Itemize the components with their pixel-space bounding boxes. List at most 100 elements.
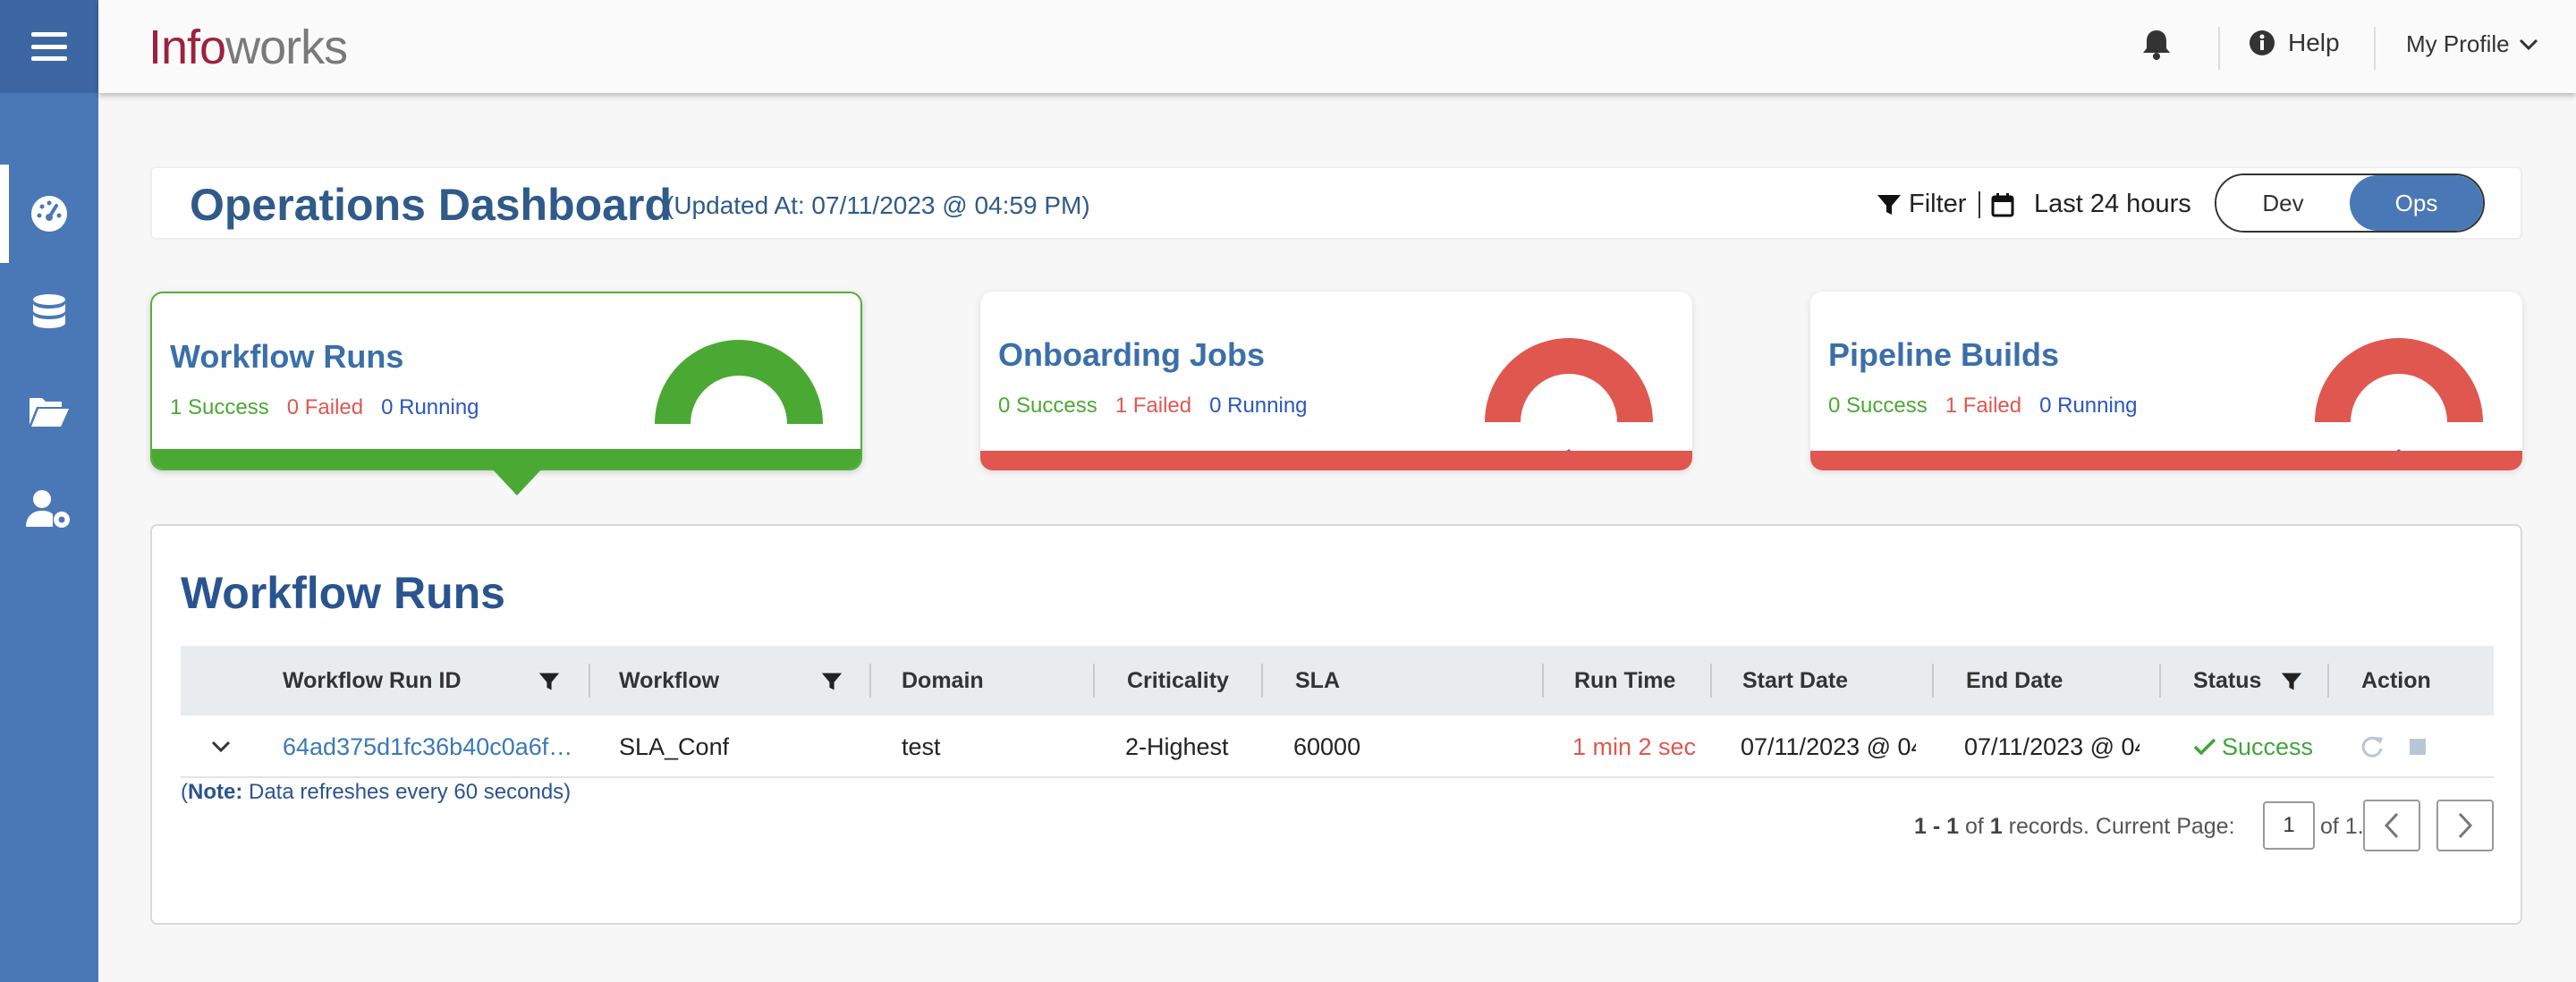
- running-count: 0 Running: [1209, 394, 1308, 418]
- column-header-run-time[interactable]: Run Time: [1574, 667, 1676, 693]
- column-header-domain[interactable]: Domain: [902, 667, 984, 693]
- column-header-run-id[interactable]: Workflow Run ID: [283, 667, 462, 693]
- refresh-icon: [2361, 736, 2383, 758]
- sla-cell: 60000: [1293, 732, 1361, 760]
- pipeline-builds-card[interactable]: Pipeline Builds 0 Success 1 Failed 0 Run…: [1810, 292, 2522, 470]
- column-divider: [1710, 664, 1712, 698]
- profile-label: My Profile: [2406, 30, 2510, 57]
- sidebar-item-database[interactable]: [0, 263, 98, 361]
- toggle-dev[interactable]: Dev: [2216, 175, 2350, 231]
- card-stats: 1 Success 0 Failed 0 Running: [170, 395, 479, 420]
- filter-button[interactable]: Filter: [1877, 190, 1966, 219]
- previous-page-button[interactable]: [2363, 800, 2420, 851]
- filter-icon: [1877, 194, 1901, 215]
- sidebar-item-user-settings[interactable]: [0, 460, 98, 558]
- start-date-cell: 07/11/2023 @ 04: [1741, 732, 1916, 760]
- column-header-workflow[interactable]: Workflow: [619, 667, 720, 693]
- status-gauge: 1: [2315, 338, 2483, 470]
- note-label: Note:: [188, 780, 243, 804]
- running-count: 0 Running: [2039, 394, 2138, 418]
- header-divider: [2374, 27, 2376, 70]
- rerun-button[interactable]: [2360, 715, 2385, 778]
- workflow-cell: SLA_Conf: [619, 732, 730, 760]
- column-divider: [2159, 664, 2161, 698]
- column-divider: [589, 664, 590, 698]
- hamburger-icon: [31, 32, 67, 61]
- column-filter-icon[interactable]: [821, 671, 843, 692]
- column-divider: [2327, 664, 2329, 698]
- header-divider: [2218, 27, 2220, 70]
- column-divider: [1261, 664, 1263, 698]
- environment-toggle: Dev Ops: [2215, 174, 2485, 233]
- failed-count: 1 Failed: [1114, 394, 1192, 418]
- note-open-paren: (: [181, 780, 188, 804]
- date-range-label: Last 24 hours: [2034, 190, 2191, 218]
- column-filter-icon[interactable]: [2281, 671, 2302, 692]
- help-link[interactable]: Help: [2249, 29, 2340, 57]
- logo-text-works: works: [225, 21, 348, 74]
- onboarding-jobs-card[interactable]: Onboarding Jobs 0 Success 1 Failed 0 Run…: [980, 292, 1692, 470]
- column-header-criticality[interactable]: Criticality: [1127, 667, 1229, 693]
- current-page-input[interactable]: [2263, 801, 2315, 850]
- failed-count: 1 Failed: [1945, 394, 2022, 418]
- card-title: Pipeline Builds: [1828, 336, 2060, 373]
- column-header-sla[interactable]: SLA: [1295, 667, 1340, 693]
- card-stats: 0 Success 1 Failed 0 Running: [998, 394, 1308, 419]
- total-pages: of 1.: [2320, 814, 2364, 839]
- infoworks-logo[interactable]: Infoworks: [148, 20, 348, 75]
- record-total: 1: [1989, 813, 2003, 839]
- gauge-arc: [655, 340, 823, 424]
- database-icon: [33, 294, 65, 328]
- logo-text-info: Info: [148, 21, 226, 74]
- status-bar: [980, 451, 1692, 470]
- sidebar-item-dashboard[interactable]: [0, 165, 98, 263]
- toggle-ops[interactable]: Ops: [2350, 175, 2483, 231]
- record-range: 1 - 1: [1914, 813, 1960, 839]
- refresh-note: (Note: Data refreshes every 60 seconds): [181, 780, 571, 805]
- run-id-link[interactable]: 64ad375d1fc36b40c0a6f…: [283, 732, 573, 760]
- column-filter-icon[interactable]: [538, 671, 560, 692]
- dashboard-title-bar: Operations Dashboard (Updated At: 07/11/…: [150, 166, 2522, 240]
- column-header-start-date[interactable]: Start Date: [1742, 667, 1849, 693]
- help-label: Help: [2288, 29, 2340, 56]
- card-title: Onboarding Jobs: [998, 336, 1266, 373]
- status-gauge: 1: [1485, 338, 1653, 470]
- card-title: Workflow Runs: [170, 338, 404, 375]
- status-bar: [1810, 451, 2522, 470]
- gauge-arc: [2315, 338, 2483, 422]
- failed-count: 0 Failed: [286, 395, 364, 419]
- sidebar: [0, 0, 98, 982]
- column-header-action: Action: [2361, 667, 2431, 693]
- next-page-button[interactable]: [2436, 800, 2494, 851]
- workflow-runs-card[interactable]: Workflow Runs 1 Success 0 Failed 0 Runni…: [150, 292, 862, 470]
- of-word: of: [1959, 813, 1990, 839]
- info-icon: [2250, 30, 2275, 55]
- criticality-cell: 2-Highest: [1125, 732, 1229, 760]
- column-divider: [1542, 664, 1544, 698]
- chevron-right-icon: [2458, 812, 2473, 839]
- domain-cell: test: [902, 732, 941, 760]
- running-count: 0 Running: [381, 395, 479, 419]
- status-bar: [152, 449, 860, 469]
- date-range-picker[interactable]: Last 24 hours: [1991, 190, 2191, 219]
- filter-divider: [1979, 191, 1980, 218]
- pager-suffix: records. Current Page:: [2002, 813, 2235, 839]
- column-divider: [869, 664, 871, 698]
- table-row[interactable]: 64ad375d1fc36b40c0a6f… SLA_Conf test 2-H…: [181, 715, 2494, 778]
- menu-toggle-button[interactable]: [0, 0, 98, 93]
- expand-row-button[interactable]: [211, 715, 231, 778]
- my-profile-dropdown[interactable]: My Profile: [2406, 30, 2538, 58]
- user-settings-icon: [26, 490, 70, 528]
- column-header-end-date[interactable]: End Date: [1966, 667, 2063, 693]
- run-time-cell: 1 min 2 sec: [1572, 732, 1696, 760]
- column-header-status[interactable]: Status: [2193, 667, 2262, 693]
- bell-icon: [2143, 30, 2170, 60]
- chevron-down-icon: [2519, 38, 2538, 50]
- gauge-arc: [1485, 338, 1653, 422]
- sidebar-item-files[interactable]: [0, 361, 98, 460]
- status-cell: Success: [2193, 715, 2313, 778]
- stop-button[interactable]: [2408, 715, 2428, 778]
- stop-icon: [2410, 739, 2426, 755]
- notifications-button[interactable]: [2142, 29, 2171, 65]
- success-count: 1 Success: [170, 395, 269, 419]
